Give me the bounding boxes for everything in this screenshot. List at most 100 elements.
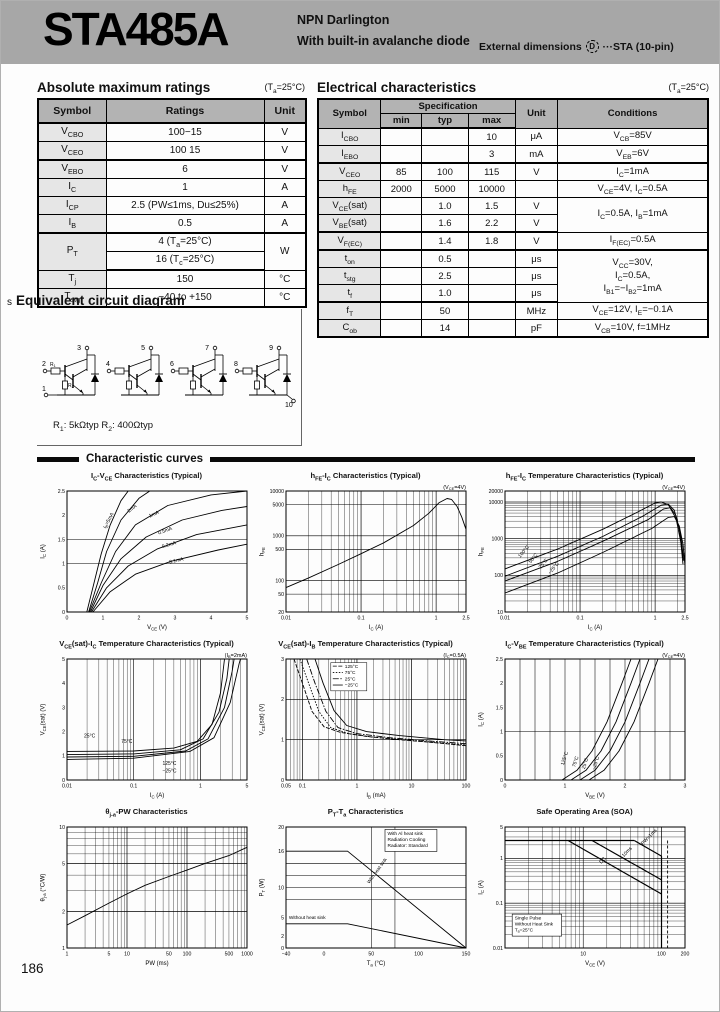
chart-title: PT-Ta Characteristics [327,807,404,819]
characteristic-curves-banner: Characteristic curves [37,453,695,465]
equiv-bullet: s [7,297,12,308]
svg-text:3: 3 [174,616,177,622]
subtitle-line1: NPN Darlington [297,13,390,27]
svg-text:IB=5mA: IB=5mA [102,511,116,529]
table-row: ICBO 10 μA VCB=85V [317,127,709,146]
svg-text:0.5: 0.5 [496,754,503,760]
table-row: ICP 2.5 (PW≤1ms, Du≤25%) A [37,196,307,215]
svg-text:0.01: 0.01 [62,784,72,790]
banner-bar-right [209,456,695,462]
svg-text:7: 7 [205,345,209,352]
svg-text:VCE(sat) (V): VCE(sat) (V) [41,704,47,736]
svg-text:4: 4 [106,361,110,368]
elec-temp-condition: (Ta=25°C) [668,82,709,95]
svg-text:1: 1 [42,386,46,393]
svg-text:6: 6 [170,361,174,368]
svg-text:0: 0 [66,616,69,622]
svg-text:hFE: hFE [479,547,485,556]
chart-plot: 0.01 0.1 1 2.5 20 50 100 500 1000 5000 10000 IC (A)… [260,485,470,631]
chart-title: hFE-IC Temperature Characteristics (Typi… [505,471,664,483]
svg-text:5: 5 [107,952,110,958]
svg-text:500: 500 [275,547,284,553]
svg-text:Radiation Cooling: Radiation Cooling [388,837,426,843]
svg-text:75°C: 75°C [121,739,133,745]
svg-text:0.2mA: 0.2mA [161,540,177,550]
chart-plot: 0 1 2 3 4 5 0 0.5 1 1.5 2 2.5 VCE (V) IC (A) IB=5mA 2mA… [41,489,249,631]
svg-text:1: 1 [500,856,503,862]
svg-text:100: 100 [462,784,471,790]
abs-temp-condition: (Ta=25°C) [264,82,305,95]
svg-text:1: 1 [102,616,105,622]
dims-d-circle: D [585,40,599,53]
svg-text:With heat sink: With heat sink [366,857,389,885]
svg-text:50: 50 [368,952,374,958]
svg-text:75°C: 75°C [571,755,580,768]
svg-text:PT (W): PT (W) [260,879,266,897]
table-row: VCEO 85 100 115 V IC=1mA [317,162,709,181]
chart-hfe-ic-temp: hFE-IC Temperature Characteristics (Typi… [475,468,694,636]
svg-text:5: 5 [141,345,145,352]
abs-col-header: Unit [263,98,307,124]
svg-text:−25°C: −25°C [345,683,359,689]
svg-text:1.5: 1.5 [496,705,503,711]
svg-text:0.01: 0.01 [500,616,510,622]
svg-text:IC (A): IC (A) [150,793,164,799]
svg-text:2: 2 [281,934,284,940]
svg-text:0.1: 0.1 [299,784,306,790]
svg-text:−25°C: −25°C [162,769,176,775]
table-row: VCEO 100 15 V [37,141,307,161]
svg-text:R2: R2 [68,383,74,389]
svg-text:2: 2 [42,361,46,368]
part-number: STA485A [43,3,230,55]
header-band: STA485A NPN Darlington With built-in ava… [1,1,719,64]
svg-text:0.01: 0.01 [493,946,503,952]
svg-text:R1: R1 [50,362,56,368]
svg-text:5000: 5000 [272,502,284,508]
svg-text:1000: 1000 [241,952,253,958]
svg-text:2: 2 [62,730,65,736]
svg-text:(VCE=4V): (VCE=4V) [443,485,466,491]
table-row: ton 0.5 μs VCC=30V, IC=0.5A, IB1=−IB2=1mA [317,249,709,303]
svg-text:2: 2 [281,697,284,703]
svg-text:50: 50 [166,952,172,958]
abs-section-header: Absolute maximum ratings (Ta=25°C) [37,80,305,95]
svg-text:10: 10 [580,952,586,958]
circuit-schematic: 3 2 1 R1 R2 5 4 7 6 9 8 10 [42,345,296,409]
svg-text:50: 50 [278,592,284,598]
svg-text:2.5: 2.5 [681,616,688,622]
table-row: Tj 150 °C [37,269,307,289]
svg-text:5: 5 [500,825,503,831]
chart-plot: 1 5 10 50 100 500 1000 1 2 5 10 PW (ms) θj-a (°C/W) [41,825,253,967]
chart-title: VCE(sat)-IC Temperature Characteristics … [59,639,234,651]
curves-title: Characteristic curves [86,453,203,465]
svg-text:20: 20 [278,610,284,616]
elec-title: Electrical characteristics [317,80,477,95]
svg-text:Without Heat Sink: Without Heat Sink [515,922,554,928]
svg-text:Single Pulse: Single Pulse [515,916,542,922]
svg-text:(IC=0.5A): (IC=0.5A) [443,653,466,659]
chart-hfe-ic: hFE-IC Characteristics (Typical) 0.01 0.1 1… [256,468,475,636]
svg-text:0: 0 [322,952,325,958]
table-row: Tstg −40 to +150 °C [37,288,307,308]
svg-text:(IB=2mA): (IB=2mA) [225,653,248,659]
dims-suffix: ···STA (10-pin) [602,41,674,53]
svg-text:1: 1 [199,784,202,790]
abs-col-header: Symbol [37,98,107,124]
svg-text:16: 16 [278,849,284,855]
svg-text:100: 100 [494,573,503,579]
svg-text:PW (ms): PW (ms) [145,961,168,967]
svg-text:With Al heat sink: With Al heat sink [388,831,424,837]
svg-text:0: 0 [281,946,284,952]
table-row: VF(EC) 1.4 1.8 V IF(EC)=0.5A [317,231,709,251]
svg-text:3: 3 [62,705,65,711]
svg-text:0: 0 [62,610,65,616]
svg-text:IC (A): IC (A) [41,544,47,558]
svg-text:0.1mA: 0.1mA [169,556,185,565]
svg-text:−25°C: −25°C [591,755,601,771]
svg-text:9: 9 [269,345,273,352]
svg-text:1: 1 [564,784,567,790]
elec-subheader-row: min typ max [318,113,708,129]
table-row: hFE 2000 5000 10000 VCE=4V, IC=0.5A [317,180,709,198]
table-row: Cob 14 pF VCB=10V, f=1MHz [317,319,709,338]
table-row: IB 0.5 A [37,214,307,234]
